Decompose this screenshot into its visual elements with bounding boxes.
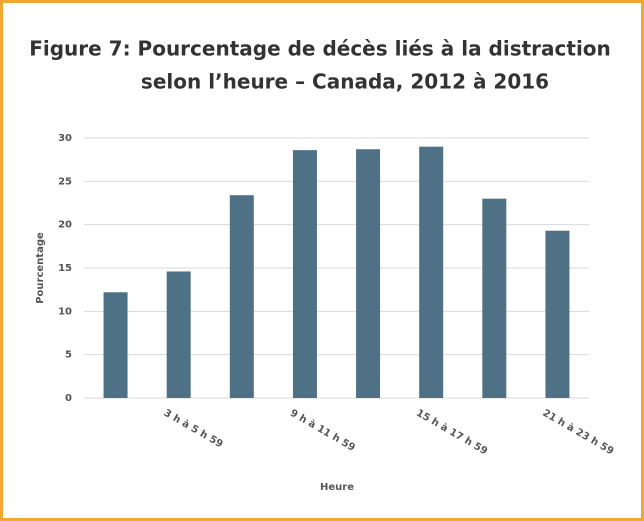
y-tick-label: 15 — [58, 263, 72, 274]
x-tick-label: 3 h à 5 h 59 — [162, 407, 225, 451]
chart-title: selon l’heure – Canada, 2012 à 2016 — [141, 70, 549, 94]
x-tick-label: 15 h à 17 h 59 — [414, 407, 489, 457]
bar — [419, 146, 444, 398]
y-tick-label: 30 — [58, 133, 72, 144]
bar — [482, 198, 507, 398]
y-tick-label: 5 — [65, 350, 72, 361]
bar — [292, 150, 317, 398]
y-tick-label: 20 — [58, 220, 72, 231]
y-tick-label: 25 — [58, 176, 72, 187]
x-tick-label: 9 h à 11 h 59 — [288, 407, 357, 454]
y-tick-label: 0 — [65, 393, 72, 404]
x-axis-label: Heure — [320, 482, 354, 493]
bar — [229, 195, 254, 398]
y-tick-label: 10 — [58, 306, 72, 317]
chart-title: Figure 7: Pourcentage de décès liés à la… — [29, 37, 611, 61]
bar — [356, 149, 381, 398]
bar — [545, 230, 570, 398]
y-axis-label: Pourcentage — [35, 232, 46, 304]
bar — [166, 271, 191, 398]
bar — [103, 292, 128, 398]
x-tick-label: 21 h à 23 h 59 — [540, 407, 615, 457]
